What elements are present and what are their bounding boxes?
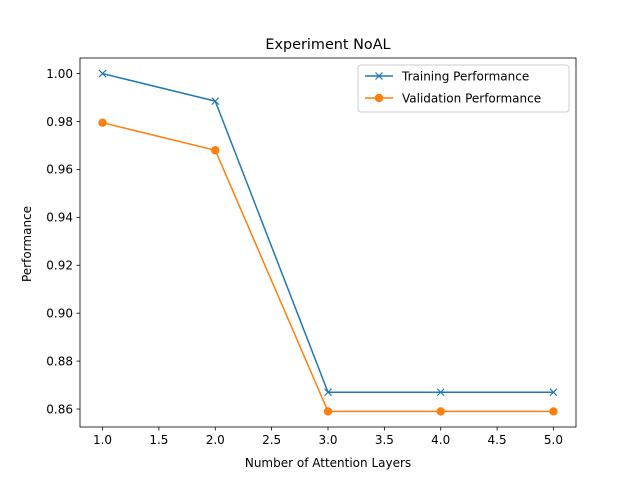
series-0-point-0 bbox=[98, 69, 107, 78]
x-tick-label: 2.5 bbox=[262, 433, 281, 447]
y-tick-label: 0.90 bbox=[46, 306, 73, 320]
y-tick-label: 0.98 bbox=[46, 115, 73, 129]
legend-label-0: Training Performance bbox=[401, 69, 529, 83]
y-tick-label: 1.00 bbox=[46, 67, 73, 81]
series-line-1 bbox=[102, 121, 554, 413]
x-tick-label: 3.5 bbox=[375, 433, 394, 447]
legend-label-1: Validation Performance bbox=[402, 91, 541, 105]
series-1-point-2 bbox=[323, 407, 333, 416]
axes-frame bbox=[79, 57, 577, 428]
legend: Training Performance Validation Performan… bbox=[357, 64, 570, 113]
x-tick-label: 4.0 bbox=[431, 433, 450, 447]
x-tick-label: 3.0 bbox=[318, 433, 337, 447]
legend-marker-1 bbox=[374, 93, 384, 103]
y-tick-label: 0.96 bbox=[46, 163, 73, 177]
y-tick-label: 0.94 bbox=[46, 211, 73, 225]
series-1-point-1 bbox=[211, 146, 220, 155]
x-tick-label: 1.5 bbox=[149, 433, 168, 447]
x-axis-label: Number of Attention Layers bbox=[245, 456, 411, 470]
series-line-0 bbox=[102, 72, 554, 394]
series-0-point-1 bbox=[211, 97, 220, 106]
y-axis-label: Performance bbox=[20, 206, 34, 282]
legend-marker-0 bbox=[375, 72, 383, 80]
y-tick-label: 0.92 bbox=[46, 259, 73, 273]
series-0-point-3 bbox=[436, 388, 445, 397]
y-tick-label: 0.88 bbox=[46, 354, 73, 368]
x-tick-label: 5.0 bbox=[544, 433, 563, 447]
y-tick-label: 0.86 bbox=[46, 402, 73, 416]
series-1-point-3 bbox=[436, 407, 445, 416]
chart-title: Experiment NoAL bbox=[265, 37, 390, 53]
legend-box bbox=[357, 64, 570, 113]
x-tick-label: 2.0 bbox=[206, 433, 225, 447]
series-0-point-4 bbox=[549, 388, 558, 397]
x-tick-label: 1.0 bbox=[93, 433, 112, 447]
series-1-point-0 bbox=[98, 118, 107, 127]
series-0-point-2 bbox=[324, 388, 332, 397]
x-tick-label: 4.5 bbox=[488, 433, 507, 447]
plot-area: 1.0 1.5 2.0 2.5 3.0 3.5 4.0 4.5 5.0 0.86 0.88 0.90 0… bbox=[46, 57, 577, 447]
series-1-point-4 bbox=[549, 407, 558, 416]
